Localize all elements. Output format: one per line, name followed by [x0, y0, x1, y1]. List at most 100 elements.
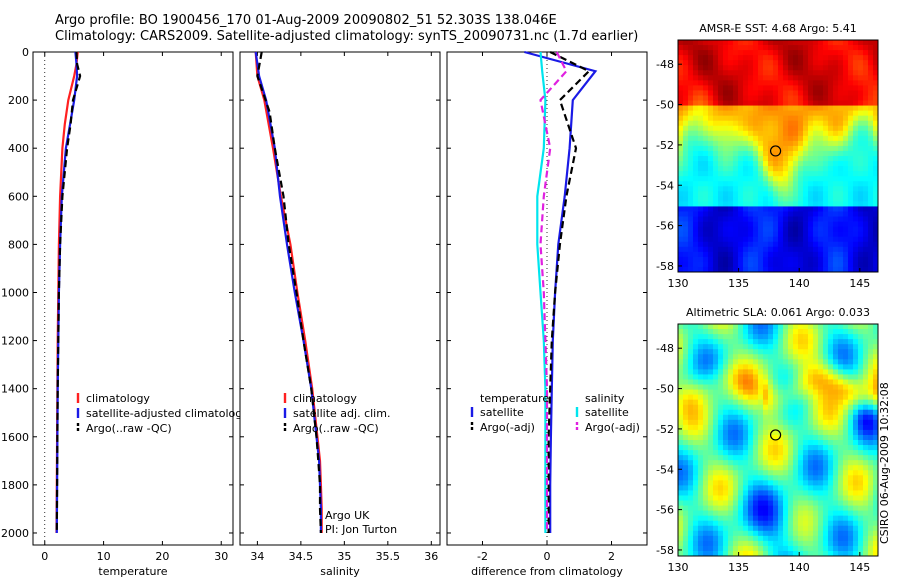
heatmap-cell [743, 211, 749, 217]
heatmap-cell [698, 130, 704, 137]
heatmap-cell [708, 231, 714, 238]
heatmap-cell [823, 236, 829, 243]
heatmap-cell [743, 399, 749, 406]
heatmap-cell [838, 394, 844, 401]
heatmap-cell [693, 409, 699, 416]
heatmap-cell [813, 525, 819, 532]
heatmap-cell [808, 440, 814, 446]
heatmap-cell [788, 495, 794, 501]
heatmap-cell [753, 349, 759, 355]
heatmap-cell [733, 261, 739, 268]
heatmap-cell [703, 520, 709, 527]
heatmap-cell [788, 241, 794, 248]
heatmap-cell [723, 145, 729, 152]
heatmap-cell [718, 334, 724, 340]
heatmap-cell [793, 256, 799, 263]
heatmap-cell [808, 110, 814, 117]
heatmap-cell [783, 266, 789, 273]
heatmap-cell [838, 450, 844, 456]
heatmap-cell [843, 470, 849, 476]
heatmap-cell [683, 176, 689, 182]
heatmap-cell [683, 329, 689, 335]
heatmap-cell [758, 90, 764, 96]
heatmap-cell [803, 344, 809, 350]
heatmap-cell [688, 256, 694, 263]
heatmap-cell [803, 241, 809, 248]
heatmap-cell [818, 201, 824, 207]
heatmap-cell [783, 241, 789, 248]
heatmap-cell [793, 434, 799, 441]
heatmap-cell [793, 216, 799, 222]
heatmap-cell [778, 40, 784, 46]
heatmap-cell [848, 440, 854, 446]
heatmap-cell [833, 206, 839, 212]
heatmap-cell [818, 424, 824, 431]
heatmap-cell [858, 419, 864, 426]
heatmap-cell [688, 206, 694, 212]
heatmap-cell [783, 404, 789, 411]
heatmap-cell [808, 550, 814, 557]
heatmap-cell [688, 389, 694, 396]
heatmap-cell [733, 171, 739, 177]
heatmap-cell [853, 135, 859, 142]
heatmap-cell [823, 55, 829, 61]
heatmap-cell [758, 349, 764, 355]
heatmap-cell [788, 409, 794, 416]
heatmap-cell [723, 505, 729, 512]
heatmap-cell [738, 434, 744, 441]
heatmap-cell [793, 80, 799, 86]
heatmap-cell [868, 171, 874, 177]
heatmap-cell [818, 465, 824, 471]
heatmap-cell [818, 236, 824, 243]
heatmap-cell [688, 196, 694, 202]
heatmap-cell [778, 60, 784, 66]
heatmap-cell [828, 520, 834, 527]
heatmap-cell [723, 465, 729, 471]
heatmap-cell [808, 246, 814, 253]
heatmap-cell [773, 374, 779, 380]
map-title: AMSR-E SST: 4.68 Argo: 5.41 [699, 22, 857, 35]
heatmap-cell [768, 85, 774, 91]
heatmap-cell [868, 525, 874, 532]
heatmap-cell [698, 261, 704, 268]
heatmap-cell [858, 434, 864, 441]
heatmap-cell [803, 201, 809, 207]
heatmap-cell [773, 324, 779, 330]
heatmap-cell [798, 186, 804, 192]
heatmap-cell [718, 60, 724, 66]
heatmap-cell [683, 374, 689, 380]
heatmap-cell [688, 339, 694, 345]
heatmap-cell [758, 55, 764, 61]
heatmap-cell [808, 221, 814, 228]
heatmap-cell [838, 75, 844, 81]
heatmap-cell [728, 120, 734, 127]
heatmap-cell [693, 545, 699, 552]
heatmap-cell [713, 201, 719, 207]
heatmap-cell [773, 515, 779, 522]
heatmap-cell [708, 105, 714, 112]
heatmap-cell [783, 379, 789, 385]
heatmap-cell [708, 161, 714, 167]
heatmap-cell [873, 334, 879, 340]
heatmap-cell [768, 100, 774, 106]
heatmap-cell [808, 211, 814, 217]
heatmap-cell [773, 105, 779, 112]
heatmap-cell [718, 379, 724, 385]
heatmap-cell [778, 475, 784, 481]
heatmap-cell [863, 490, 869, 496]
heatmap-cell [813, 374, 819, 380]
heatmap-cell [873, 236, 879, 243]
heatmap-cell [728, 211, 734, 217]
heatmap-cell [758, 354, 764, 360]
heatmap-cell [693, 105, 699, 112]
heatmap-cell [848, 201, 854, 207]
heatmap-cell [803, 40, 809, 46]
heatmap-cell [733, 80, 739, 86]
heatmap-cell [853, 191, 859, 197]
heatmap-cell [868, 510, 874, 517]
heatmap-cell [868, 65, 874, 71]
heatmap-cell [678, 324, 684, 330]
heatmap-cell [773, 530, 779, 537]
heatmap-cell [698, 470, 704, 476]
